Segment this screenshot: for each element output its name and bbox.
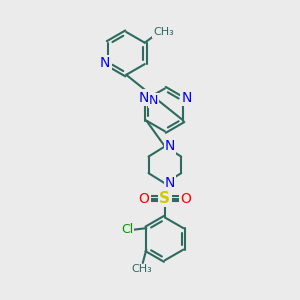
Text: N: N [165,176,175,190]
Text: CH₃: CH₃ [153,27,174,37]
Text: N: N [181,91,192,105]
Text: N: N [100,56,110,70]
Text: Cl: Cl [121,223,134,236]
Text: N: N [165,140,175,153]
Text: O: O [139,192,149,206]
Text: CH₃: CH₃ [131,265,152,275]
Text: N: N [148,94,158,106]
Text: N: N [138,91,148,105]
Text: S: S [159,191,170,206]
Text: O: O [180,192,191,206]
Text: H: H [142,90,151,100]
